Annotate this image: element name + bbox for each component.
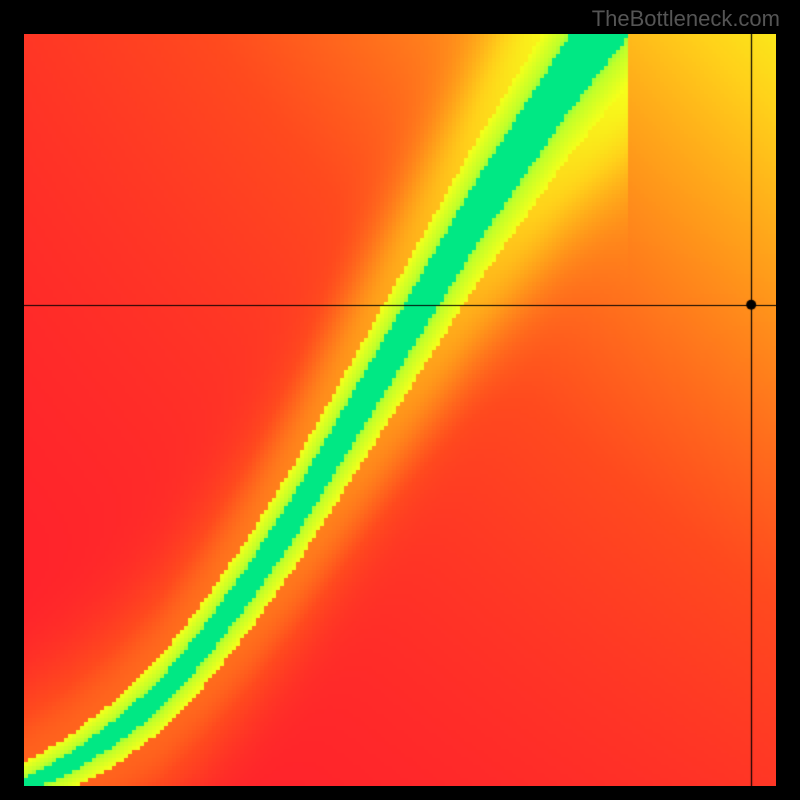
chart-container: TheBottleneck.com [0, 0, 800, 800]
watermark-label: TheBottleneck.com [592, 6, 780, 32]
heatmap-canvas [24, 34, 776, 786]
